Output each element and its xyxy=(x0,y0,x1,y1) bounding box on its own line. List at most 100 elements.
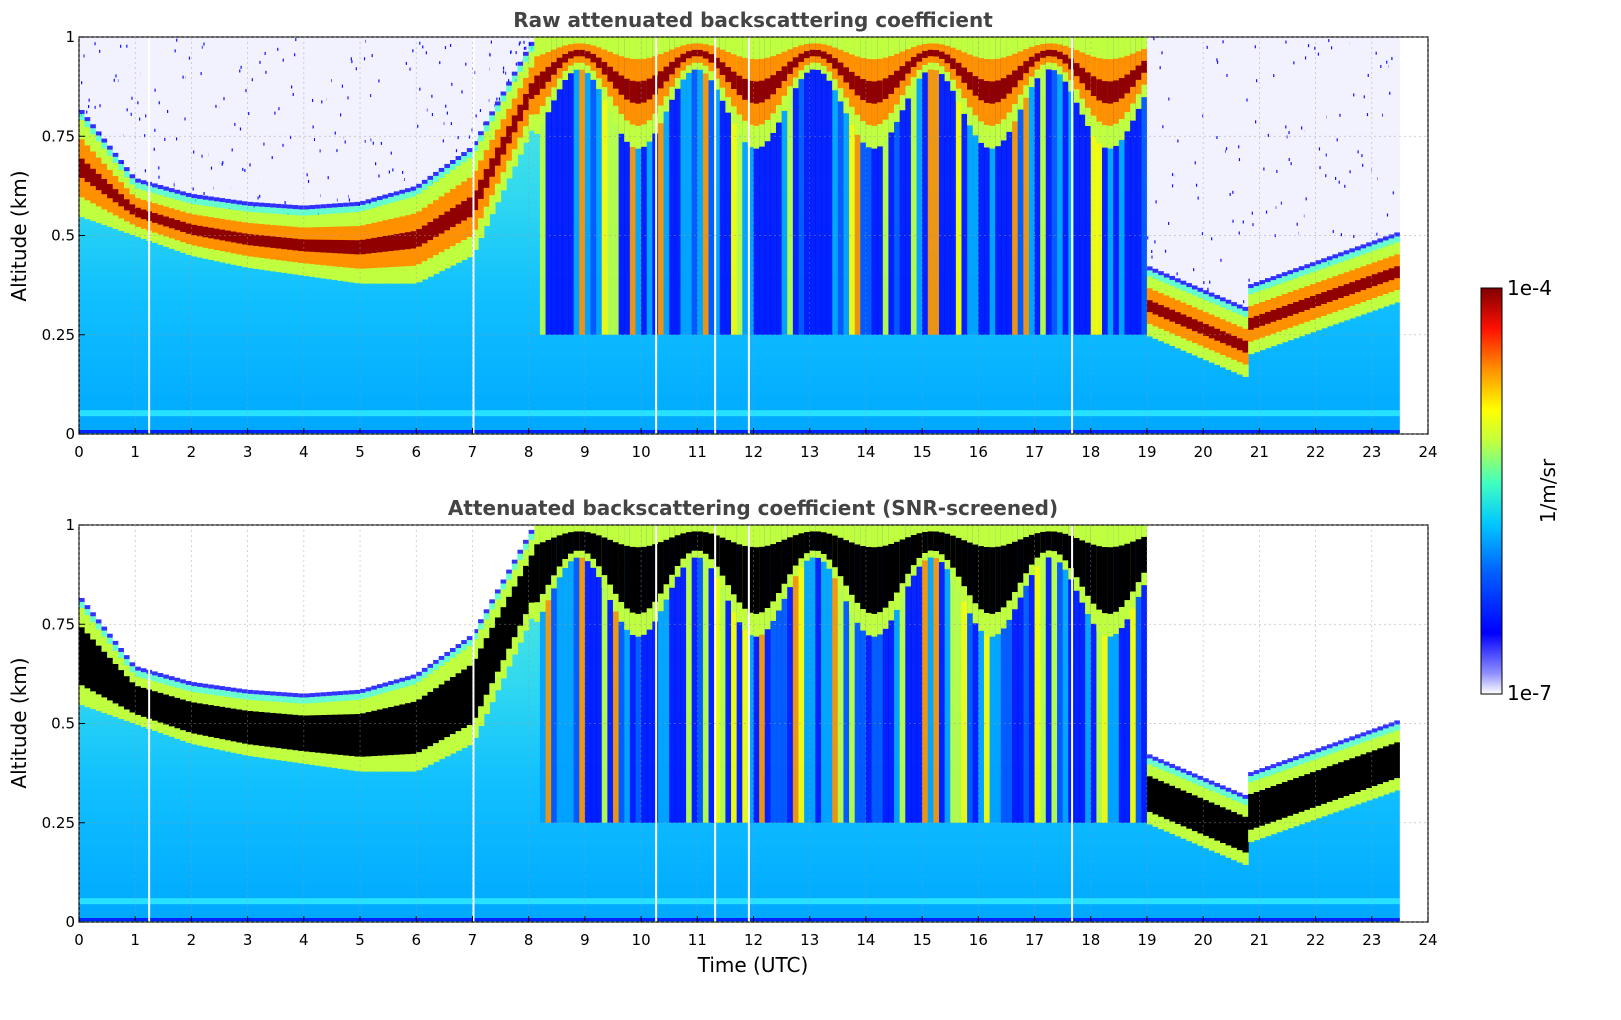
cloud-cell xyxy=(1326,313,1334,327)
cloud-fringe xyxy=(331,691,339,696)
cloud-cell xyxy=(315,227,322,241)
cloud-cell xyxy=(376,755,384,772)
cloud-cell xyxy=(1293,301,1300,315)
cloud-cell xyxy=(444,249,451,269)
cloud-cell xyxy=(348,212,356,227)
noise-speck xyxy=(449,43,452,47)
cloud-fringe xyxy=(292,697,299,704)
noise-speck xyxy=(425,51,427,55)
cloud-cell xyxy=(1276,772,1283,785)
cloud-cell xyxy=(1264,823,1272,837)
cloud-cell xyxy=(641,80,648,104)
cloud-fringe xyxy=(1175,766,1182,771)
cloud-cell xyxy=(129,692,136,703)
cloud-cell xyxy=(1028,56,1036,68)
clear-sky-cell xyxy=(1197,525,1204,786)
cloud-fringe xyxy=(1080,519,1086,525)
cloud-cell xyxy=(1090,95,1097,117)
cloud-cell xyxy=(1073,551,1081,565)
cloud-cell xyxy=(967,595,974,614)
column-cell xyxy=(1101,37,1109,335)
cloud-cell xyxy=(562,71,569,81)
noise-speck xyxy=(295,38,297,42)
cloud-cell xyxy=(590,70,597,80)
cloud-cell xyxy=(1371,786,1379,799)
cloud-cell xyxy=(309,227,316,241)
cloud-cell xyxy=(933,525,940,533)
noise-speck xyxy=(1238,158,1241,162)
cloud-fringe xyxy=(1214,786,1221,793)
cloud-fringe xyxy=(1040,27,1046,31)
cloud-cell xyxy=(674,535,682,547)
column-cell xyxy=(764,525,771,823)
cloud-cell xyxy=(719,575,726,589)
clear-sky-cell xyxy=(438,37,445,178)
cloud-cell xyxy=(1130,37,1137,55)
cloud-cell xyxy=(303,703,311,716)
x-tick-label: 21 xyxy=(1250,931,1269,949)
cloud-cell xyxy=(1208,302,1216,316)
cloud-cell xyxy=(410,736,417,755)
cloud-fringe xyxy=(1152,272,1159,279)
cloud-fringe xyxy=(1085,515,1091,519)
cloud-cell xyxy=(1057,539,1064,548)
cloud-cell xyxy=(1006,600,1013,620)
cloud-cell xyxy=(944,45,951,55)
cloud-cell xyxy=(1326,278,1334,291)
cloud-cell xyxy=(1315,270,1322,283)
cloud-cell xyxy=(275,701,282,714)
cloud-cell xyxy=(680,533,687,543)
cloud-fringe xyxy=(1091,515,1097,519)
cloud-cell xyxy=(393,754,400,772)
cloud-cell xyxy=(168,696,176,707)
cloud-cell xyxy=(348,742,356,757)
cloud-cell xyxy=(877,590,884,613)
cloud-cell xyxy=(421,207,429,226)
cloud-cell xyxy=(208,726,215,738)
cloud-cell xyxy=(1028,37,1036,48)
cloud-cell xyxy=(1287,280,1294,293)
cloud-cell xyxy=(1321,803,1328,817)
clear-sky-cell xyxy=(208,525,215,695)
cloud-cell xyxy=(219,717,226,729)
cloud-cell xyxy=(894,53,901,72)
cloud-fringe xyxy=(1091,519,1097,525)
cloud-cell xyxy=(1270,333,1277,347)
cloud-cell xyxy=(922,538,929,547)
cloud-cell xyxy=(584,539,592,547)
cloud-cell xyxy=(573,43,580,51)
cloud-cell xyxy=(573,550,580,558)
noise-speck xyxy=(1288,157,1290,161)
cloud-cell xyxy=(1377,296,1384,309)
noise-speck xyxy=(284,201,286,205)
cloud-cell xyxy=(916,541,923,551)
cloud-fringe xyxy=(1006,27,1012,31)
cloud-fringe xyxy=(528,533,535,540)
column-cell xyxy=(562,37,569,335)
cloud-fringe xyxy=(1315,748,1322,753)
cloud-fringe xyxy=(337,695,344,702)
noise-speck xyxy=(489,53,491,57)
cloud-cell xyxy=(84,651,91,671)
noise-speck xyxy=(1375,51,1377,55)
column-cell xyxy=(686,525,693,823)
clear-sky-cell xyxy=(1360,525,1367,743)
cloud-cell xyxy=(702,539,710,548)
noise-speck xyxy=(1216,136,1218,140)
cloud-cell xyxy=(421,243,429,262)
column-cell xyxy=(646,37,653,335)
clear-sky-cell xyxy=(1203,37,1210,301)
cloud-cell xyxy=(775,525,783,543)
cloud-fringe xyxy=(1080,31,1086,37)
cloud-cell xyxy=(281,702,288,715)
cloud-cell xyxy=(528,98,535,116)
cloud-cell xyxy=(461,162,468,183)
clear-sky-cell xyxy=(236,525,243,699)
cloud-fringe xyxy=(1248,776,1255,783)
noise-speck xyxy=(474,71,476,75)
cloud-cell xyxy=(1101,81,1109,104)
cloud-cell xyxy=(478,160,485,181)
noise-speck xyxy=(88,98,90,102)
column-cell xyxy=(781,37,788,335)
column-cell xyxy=(1124,525,1131,823)
